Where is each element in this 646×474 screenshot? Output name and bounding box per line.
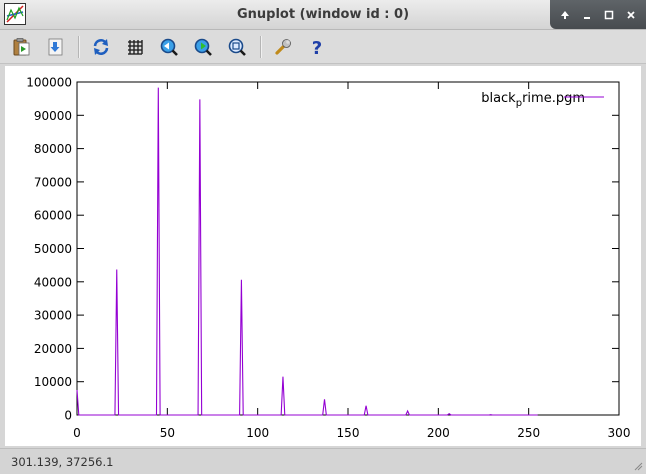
- y-tick-label: 20000: [34, 342, 72, 356]
- autoscale-icon[interactable]: [225, 35, 249, 59]
- y-tick-label: 30000: [34, 309, 72, 323]
- svg-text:?: ?: [312, 38, 322, 57]
- resize-grip-icon[interactable]: [633, 461, 643, 471]
- y-tick-label: 100000: [26, 76, 72, 90]
- x-tick-label: 250: [517, 426, 540, 440]
- maximize-icon[interactable]: [599, 5, 619, 25]
- replot-icon[interactable]: [89, 35, 113, 59]
- x-tick-label: 300: [608, 426, 631, 440]
- window-controls: [550, 0, 646, 29]
- toolbar: ?: [0, 30, 646, 64]
- gnuplot-chart: 0 10000 20000 30000 40000 50000 60000 70000 8000…: [26, 76, 631, 441]
- status-bar: 301.139, 37256.1: [0, 448, 646, 474]
- toolbar-separator: [260, 36, 262, 58]
- zoom-next-icon[interactable]: [191, 35, 215, 59]
- y-tick-label: 0: [64, 409, 72, 423]
- y-tick-label: 40000: [34, 275, 72, 289]
- minimize-icon[interactable]: [577, 5, 597, 25]
- copy-clipboard-icon[interactable]: [9, 35, 33, 59]
- y-tick-label: 10000: [34, 375, 72, 389]
- x-tick-label: 100: [246, 426, 269, 440]
- keep-above-icon[interactable]: [555, 5, 575, 25]
- series-line: [76, 87, 538, 416]
- y-tick-label: 60000: [34, 209, 72, 223]
- zoom-previous-icon[interactable]: [157, 35, 181, 59]
- grid-icon[interactable]: [123, 35, 147, 59]
- legend-label: blackprime.pgm: [481, 91, 585, 109]
- settings-wrench-icon[interactable]: [271, 35, 295, 59]
- plot-canvas[interactable]: 0 10000 20000 30000 40000 50000 60000 70000 8000…: [5, 66, 641, 446]
- toolbar-separator: [78, 36, 80, 58]
- window-title: Gnuplot (window id : 0): [236, 7, 410, 22]
- y-tick-label: 80000: [34, 142, 72, 156]
- title-bar: Gnuplot (window id : 0): [0, 0, 646, 30]
- close-icon[interactable]: [621, 5, 641, 25]
- x-tick-label: 150: [337, 426, 360, 440]
- y-tick-label: 70000: [34, 175, 72, 189]
- x-tick-label: 200: [427, 426, 450, 440]
- cursor-coordinates: 301.139, 37256.1: [11, 455, 114, 469]
- y-tick-label: 50000: [34, 242, 72, 256]
- x-tick-label: 0: [73, 426, 81, 440]
- export-icon[interactable]: [43, 35, 67, 59]
- gnuplot-app-icon: [4, 3, 26, 25]
- help-icon[interactable]: ?: [305, 35, 329, 59]
- x-tick-label: 50: [160, 426, 175, 440]
- y-tick-label: 90000: [34, 109, 72, 123]
